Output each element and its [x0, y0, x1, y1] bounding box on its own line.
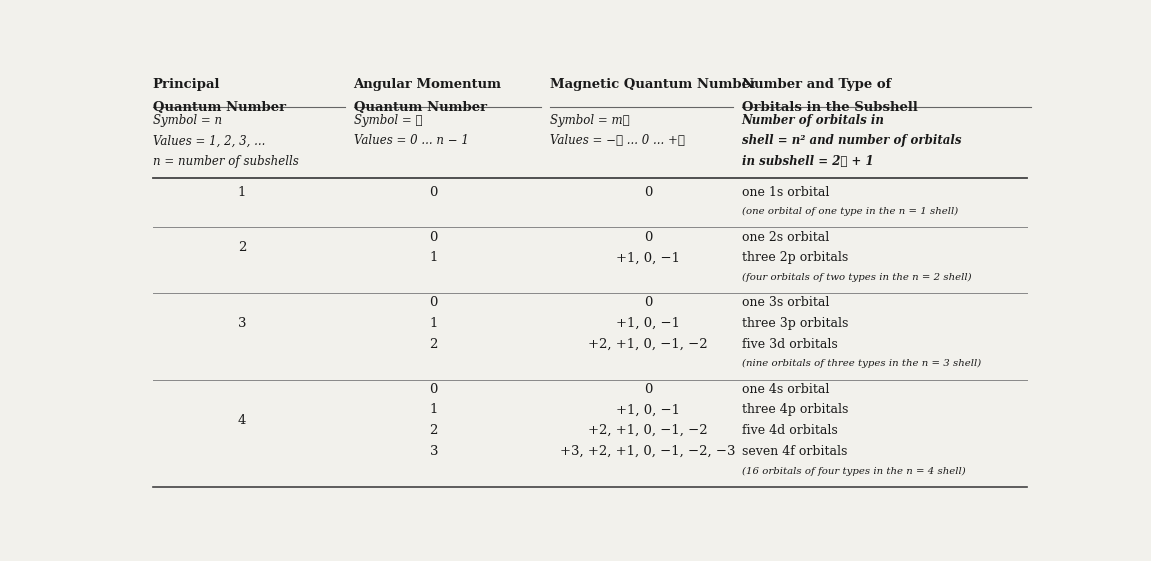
Text: shell = n² and number of orbitals: shell = n² and number of orbitals: [741, 134, 961, 148]
Text: 0: 0: [429, 383, 439, 396]
Text: Number of orbitals in: Number of orbitals in: [741, 113, 884, 127]
Text: 0: 0: [643, 231, 653, 243]
Text: +1, 0, −1: +1, 0, −1: [616, 403, 680, 416]
Text: 1: 1: [429, 317, 439, 330]
Text: 1: 1: [429, 403, 439, 416]
Text: 0: 0: [429, 296, 439, 309]
Text: three 2p orbitals: three 2p orbitals: [741, 251, 848, 264]
Text: 0: 0: [429, 231, 439, 243]
Text: five 4d orbitals: five 4d orbitals: [741, 424, 837, 437]
Text: +1, 0, −1: +1, 0, −1: [616, 251, 680, 264]
Text: three 4p orbitals: three 4p orbitals: [741, 403, 848, 416]
Text: Symbol = mℓ: Symbol = mℓ: [550, 113, 630, 127]
Text: +2, +1, 0, −1, −2: +2, +1, 0, −1, −2: [588, 338, 708, 351]
Text: 1: 1: [429, 251, 439, 264]
Text: 0: 0: [643, 186, 653, 199]
Text: seven 4f orbitals: seven 4f orbitals: [741, 445, 847, 458]
Text: +3, +2, +1, 0, −1, −2, −3: +3, +2, +1, 0, −1, −2, −3: [561, 445, 735, 458]
Text: one 3s orbital: one 3s orbital: [741, 296, 829, 309]
Text: 0: 0: [643, 296, 653, 309]
Text: Angular Momentum: Angular Momentum: [353, 78, 502, 91]
Text: +1, 0, −1: +1, 0, −1: [616, 317, 680, 330]
Text: Number and Type of: Number and Type of: [741, 78, 891, 91]
Text: n = number of subshells: n = number of subshells: [153, 155, 298, 168]
Text: 0: 0: [429, 186, 439, 199]
Text: 2: 2: [238, 241, 246, 254]
Text: Values = 1, 2, 3, ...: Values = 1, 2, 3, ...: [153, 134, 265, 148]
Text: 4: 4: [238, 414, 246, 427]
Text: one 2s orbital: one 2s orbital: [741, 231, 829, 243]
Text: five 3d orbitals: five 3d orbitals: [741, 338, 837, 351]
Text: 3: 3: [429, 445, 439, 458]
Text: (nine orbitals of three types in the n = 3 shell): (nine orbitals of three types in the n =…: [741, 360, 981, 369]
Text: Values = 0 ... n − 1: Values = 0 ... n − 1: [353, 134, 468, 148]
Text: one 4s orbital: one 4s orbital: [741, 383, 829, 396]
Text: (16 orbitals of four types in the n = 4 shell): (16 orbitals of four types in the n = 4 …: [741, 466, 966, 476]
Text: 3: 3: [238, 317, 246, 330]
Text: (one orbital of one type in the n = 1 shell): (one orbital of one type in the n = 1 sh…: [741, 207, 958, 217]
Text: +2, +1, 0, −1, −2: +2, +1, 0, −1, −2: [588, 424, 708, 437]
Text: Symbol = ℓ: Symbol = ℓ: [353, 113, 422, 127]
Text: Principal: Principal: [153, 78, 220, 91]
Text: Quantum Number: Quantum Number: [153, 100, 285, 113]
Text: Values = −ℓ ... 0 ... +ℓ: Values = −ℓ ... 0 ... +ℓ: [550, 134, 685, 148]
Text: one 1s orbital: one 1s orbital: [741, 186, 829, 199]
Text: 2: 2: [429, 424, 439, 437]
Text: 0: 0: [643, 383, 653, 396]
Text: in subshell = 2ℓ + 1: in subshell = 2ℓ + 1: [741, 155, 874, 168]
Text: 2: 2: [429, 338, 439, 351]
Text: Magnetic Quantum Number: Magnetic Quantum Number: [550, 78, 756, 91]
Text: (four orbitals of two types in the n = 2 shell): (four orbitals of two types in the n = 2…: [741, 273, 971, 282]
Text: Quantum Number: Quantum Number: [353, 100, 487, 113]
Text: Symbol = n: Symbol = n: [153, 113, 222, 127]
Text: three 3p orbitals: three 3p orbitals: [741, 317, 848, 330]
Text: 1: 1: [238, 186, 246, 199]
Text: Orbitals in the Subshell: Orbitals in the Subshell: [741, 100, 917, 113]
